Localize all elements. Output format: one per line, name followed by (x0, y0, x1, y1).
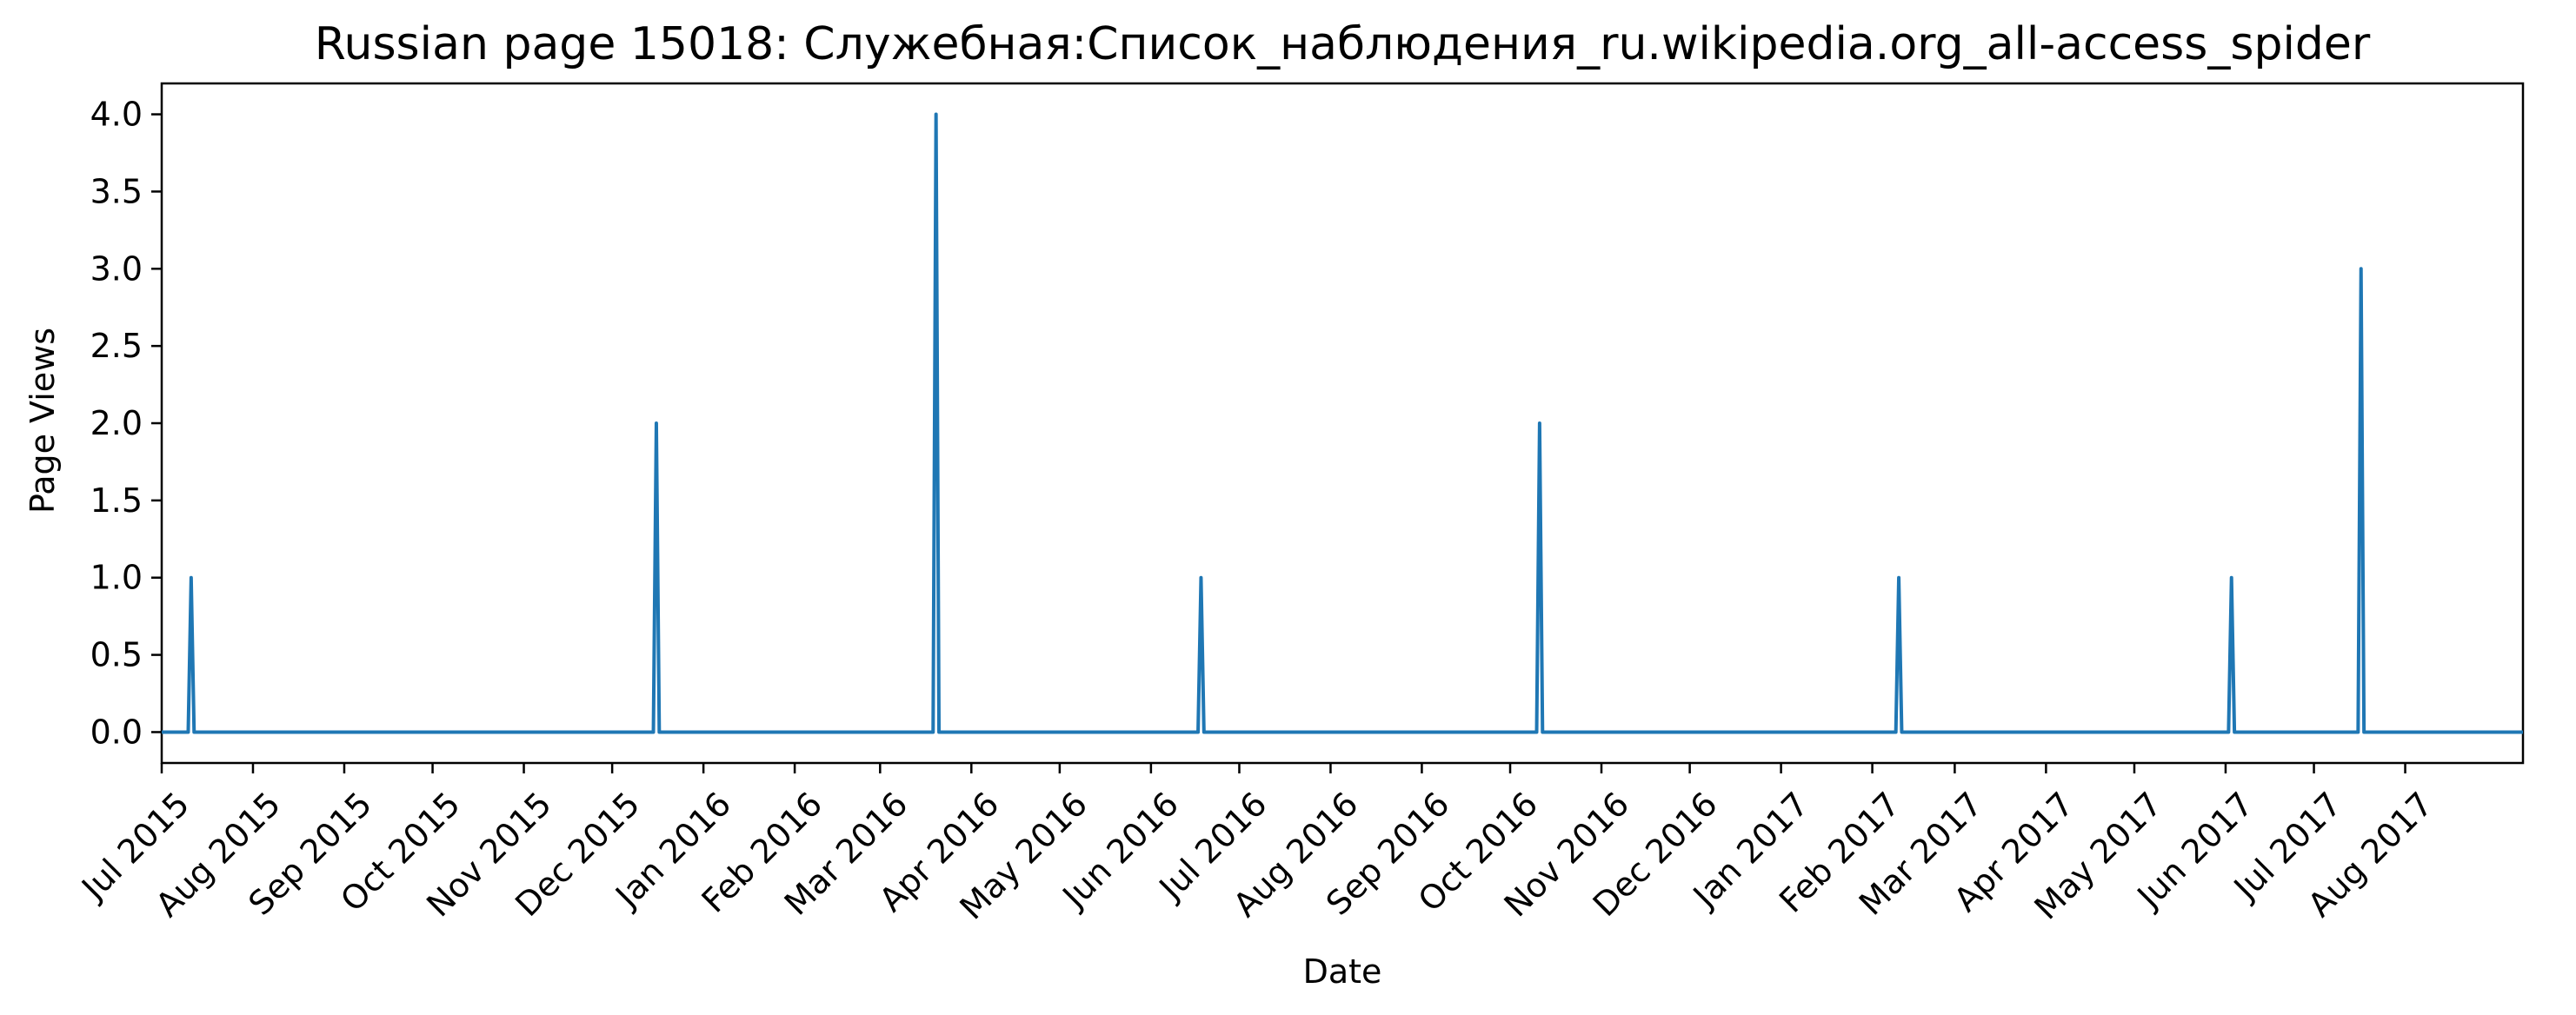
y-tick-label: 2.0 (90, 404, 143, 442)
y-tick-label: 3.5 (90, 172, 143, 210)
y-tick-label: 0.5 (90, 636, 143, 674)
y-axis: 0.0 0.5 1.0 1.5 2.0 2.5 3.0 3.5 4.0 (90, 96, 162, 751)
series-line (162, 112, 2523, 734)
y-tick-label: 1.0 (90, 559, 143, 597)
y-tick-label: 4.0 (90, 96, 143, 134)
chart-title: Russian page 15018: Служебная:Список_наб… (315, 18, 2371, 70)
y-tick-label: 1.5 (90, 481, 143, 520)
y-axis-label: Page Views (23, 328, 62, 514)
y-tick-label: 2.5 (90, 327, 143, 365)
y-tick-label: 3.0 (90, 249, 143, 288)
y-tick-label: 0.0 (90, 713, 143, 751)
x-axis-label: Date (1303, 952, 1382, 991)
